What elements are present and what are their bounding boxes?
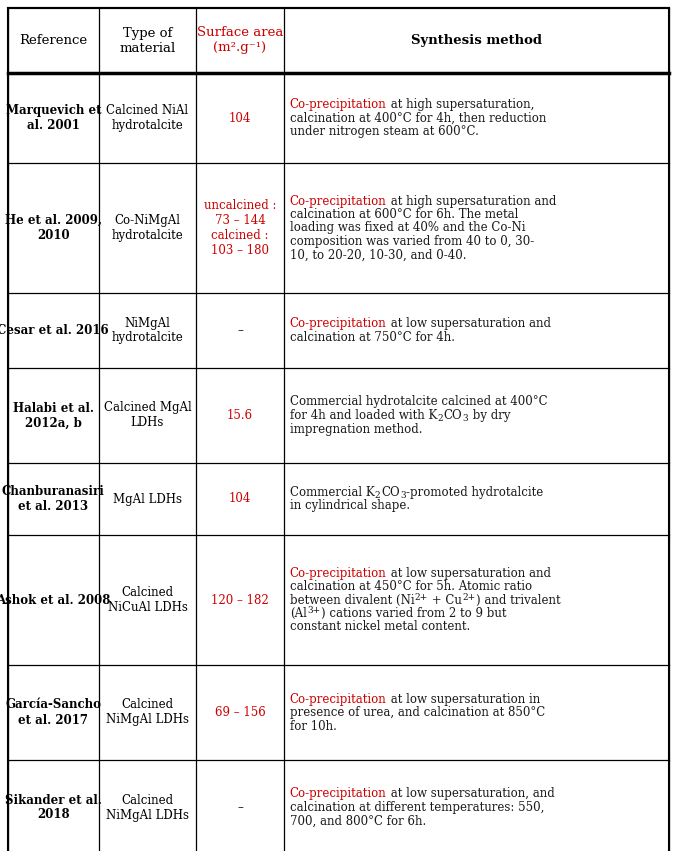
Text: CO: CO [381, 486, 399, 499]
Text: 2+: 2+ [463, 592, 476, 602]
Text: Ashok et al. 2008: Ashok et al. 2008 [0, 593, 110, 607]
Text: 700, and 800°C for 6h.: 700, and 800°C for 6h. [290, 814, 426, 827]
Text: 3: 3 [463, 414, 468, 423]
Text: He et al. 2009,
2010: He et al. 2009, 2010 [5, 214, 102, 242]
Text: Co-precipitation: Co-precipitation [290, 567, 387, 580]
Text: Marquevich et
al. 2001: Marquevich et al. 2001 [5, 104, 101, 132]
Text: MgAl LDHs: MgAl LDHs [113, 493, 182, 505]
Text: ) and trivalent: ) and trivalent [477, 593, 561, 607]
Text: Calcined
NiMgAl LDHs: Calcined NiMgAl LDHs [106, 699, 189, 727]
Text: -promoted hydrotalcite: -promoted hydrotalcite [406, 486, 544, 499]
Text: Sikander et al.
2018: Sikander et al. 2018 [5, 793, 102, 821]
Text: Commercial K: Commercial K [290, 486, 374, 499]
Text: Co-precipitation: Co-precipitation [290, 195, 387, 208]
Text: Co-NiMgAl
hydrotalcite: Co-NiMgAl hydrotalcite [112, 214, 183, 242]
Text: 2: 2 [375, 491, 380, 500]
Text: for 10h.: for 10h. [290, 719, 336, 733]
Text: 104: 104 [229, 111, 251, 124]
Text: for 4h and loaded with K: for 4h and loaded with K [290, 409, 437, 422]
Text: CO: CO [443, 409, 462, 422]
Text: –: – [237, 801, 243, 814]
Text: 2: 2 [437, 414, 443, 423]
Text: at high supersaturation,: at high supersaturation, [387, 98, 534, 111]
Text: Co-precipitation: Co-precipitation [290, 98, 387, 111]
Text: in cylindrical shape.: in cylindrical shape. [290, 500, 410, 512]
Text: NiMgAl
hydrotalcite: NiMgAl hydrotalcite [112, 317, 183, 345]
Text: Cesar et al. 2016: Cesar et al. 2016 [0, 324, 109, 337]
Text: Halabi et al.
2012a, b: Halabi et al. 2012a, b [13, 402, 94, 430]
Text: ) cations varied from 2 to 9 but: ) cations varied from 2 to 9 but [321, 607, 506, 620]
Text: 2+: 2+ [415, 592, 428, 602]
Text: calcination at 400°C for 4h, then reduction: calcination at 400°C for 4h, then reduct… [290, 111, 546, 124]
Text: Reference: Reference [19, 34, 87, 47]
Text: Co-precipitation: Co-precipitation [290, 787, 387, 801]
Text: + Cu: + Cu [429, 593, 462, 607]
Text: 69 – 156: 69 – 156 [215, 706, 265, 719]
Text: between divalent (Ni: between divalent (Ni [290, 593, 414, 607]
Text: presence of urea, and calcination at 850°C: presence of urea, and calcination at 850… [290, 706, 545, 719]
Text: by dry: by dry [469, 409, 510, 422]
Text: loading was fixed at 40% and the Co-Ni: loading was fixed at 40% and the Co-Ni [290, 221, 525, 235]
Text: 104: 104 [229, 493, 251, 505]
Text: uncalcined :
73 – 144
calcined :
103 – 180: uncalcined : 73 – 144 calcined : 103 – 1… [204, 199, 276, 257]
Text: (Al: (Al [290, 607, 307, 620]
Text: calcination at 750°C for 4h.: calcination at 750°C for 4h. [290, 331, 455, 344]
Text: Co-precipitation: Co-precipitation [290, 693, 387, 705]
Text: Calcined MgAl
LDHs: Calcined MgAl LDHs [104, 402, 192, 430]
Text: Calcined
NiMgAl LDHs: Calcined NiMgAl LDHs [106, 793, 189, 821]
Text: calcination at different temperatures: 550,: calcination at different temperatures: 5… [290, 801, 544, 814]
Text: 120 – 182: 120 – 182 [211, 593, 269, 607]
Text: under nitrogen steam at 600°C.: under nitrogen steam at 600°C. [290, 125, 479, 138]
Text: Calcined
NiCuAl LDHs: Calcined NiCuAl LDHs [108, 586, 188, 614]
Text: García-Sancho
et al. 2017: García-Sancho et al. 2017 [5, 699, 102, 727]
Text: impregnation method.: impregnation method. [290, 422, 422, 436]
Text: at high supersaturation and: at high supersaturation and [387, 195, 556, 208]
Text: calcination at 600°C for 6h. The metal: calcination at 600°C for 6h. The metal [290, 208, 518, 221]
Text: Type of
material: Type of material [119, 26, 175, 54]
Text: 3: 3 [400, 491, 406, 500]
Text: Co-precipitation: Co-precipitation [290, 317, 387, 330]
Text: 3+: 3+ [307, 606, 320, 615]
Text: Surface area
(m².g⁻¹): Surface area (m².g⁻¹) [197, 26, 283, 54]
Text: constant nickel metal content.: constant nickel metal content. [290, 620, 470, 633]
Text: 10, to 20-20, 10-30, and 0-40.: 10, to 20-20, 10-30, and 0-40. [290, 248, 466, 261]
Text: Chanburanasiri
et al. 2013: Chanburanasiri et al. 2013 [2, 485, 105, 513]
Text: at low supersaturation and: at low supersaturation and [387, 567, 551, 580]
Text: at low supersaturation and: at low supersaturation and [387, 317, 551, 330]
Text: Commercial hydrotalcite calcined at 400°C: Commercial hydrotalcite calcined at 400°… [290, 396, 547, 408]
Text: Synthesis method: Synthesis method [411, 34, 542, 47]
Text: –: – [237, 324, 243, 337]
Text: 15.6: 15.6 [227, 409, 253, 422]
Text: Calcined NiAl
hydrotalcite: Calcined NiAl hydrotalcite [106, 104, 188, 132]
Text: calcination at 450°C for 5h. Atomic ratio: calcination at 450°C for 5h. Atomic rati… [290, 580, 531, 593]
Text: composition was varied from 40 to 0, 30-: composition was varied from 40 to 0, 30- [290, 235, 534, 248]
Text: at low supersaturation, and: at low supersaturation, and [387, 787, 554, 801]
Text: at low supersaturation in: at low supersaturation in [387, 693, 540, 705]
